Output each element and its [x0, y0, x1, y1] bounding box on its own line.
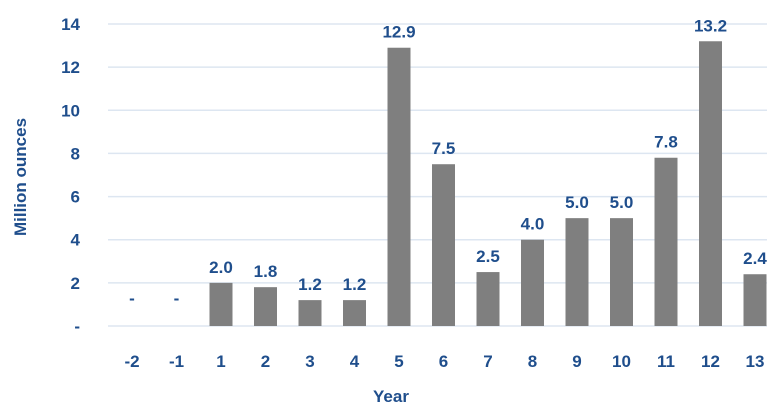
bar — [209, 282, 233, 326]
bar — [521, 239, 544, 326]
y-axis-title: Million ounces — [11, 118, 30, 236]
x-tick-label: 1 — [216, 352, 225, 371]
x-axis-title: Year — [373, 387, 409, 406]
data-label: 1.2 — [343, 275, 367, 294]
bars — [209, 41, 767, 326]
data-label: 4.0 — [521, 215, 545, 234]
x-tick-label: 2 — [261, 352, 270, 371]
data-label: 5.0 — [610, 193, 634, 212]
x-tick-label: 12 — [701, 352, 720, 371]
y-tick-label: 14 — [61, 15, 80, 34]
x-tick-label: -2 — [124, 352, 139, 371]
data-label: 2.4 — [743, 249, 767, 268]
data-label: 1.8 — [254, 262, 278, 281]
y-tick-label: 2 — [71, 274, 80, 293]
bar — [743, 274, 767, 326]
bar — [432, 164, 455, 326]
y-tick-label: 4 — [71, 231, 81, 250]
x-tick-label: 8 — [528, 352, 537, 371]
data-label: 5.0 — [565, 193, 589, 212]
data-labels: - - 2.0 1.8 1.2 1.2 12.9 7.5 2.5 4.0 5.0 5.0 7.8 13.2… — [129, 16, 767, 308]
y-axis-ticks: - 2 4 6 8 10 12 14 — [61, 15, 80, 336]
bar — [476, 272, 500, 326]
x-tick-label: 6 — [439, 352, 448, 371]
bar — [699, 41, 722, 326]
data-label: 13.2 — [694, 16, 727, 35]
y-tick-label: 12 — [61, 58, 80, 77]
x-tick-label: 3 — [305, 352, 314, 371]
y-tick-label: 10 — [61, 101, 80, 120]
data-label: 7.5 — [432, 139, 456, 158]
bar — [654, 157, 678, 326]
bar — [565, 218, 589, 326]
x-tick-label: 13 — [746, 352, 765, 371]
y-tick-label: 8 — [71, 144, 80, 163]
data-label: 1.2 — [298, 275, 322, 294]
x-tick-label: 7 — [483, 352, 492, 371]
data-label: 7.8 — [654, 133, 678, 152]
x-tick-label: 11 — [657, 352, 675, 371]
bar — [254, 287, 277, 326]
bar — [298, 300, 322, 326]
data-label: - — [174, 289, 180, 308]
bar — [610, 218, 633, 326]
y-tick-label: 6 — [71, 188, 80, 207]
bar — [387, 47, 411, 326]
data-label: - — [129, 289, 135, 308]
data-label: 2.5 — [476, 247, 500, 266]
x-tick-label: 4 — [350, 352, 360, 371]
data-label: 2.0 — [209, 258, 233, 277]
x-tick-label: 10 — [612, 352, 631, 371]
x-tick-label: 9 — [572, 352, 581, 371]
x-tick-label: -1 — [169, 352, 184, 371]
data-label: 12.9 — [382, 23, 415, 42]
y-tick-label: - — [74, 317, 80, 336]
x-tick-label: 5 — [394, 352, 403, 371]
x-axis-ticks: -2 -1 1 2 3 4 5 6 7 8 9 10 11 12 13 — [124, 352, 764, 371]
bar — [343, 300, 366, 326]
